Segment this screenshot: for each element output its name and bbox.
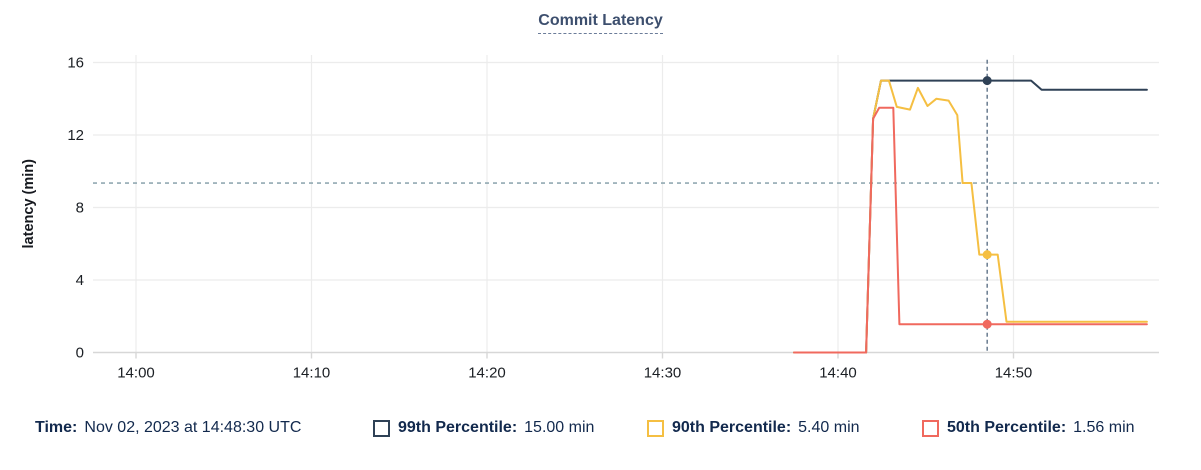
p99-label: 99th Percentile: xyxy=(398,419,518,436)
y-tick-label-16: 16 xyxy=(67,55,84,72)
legend-item-p99[interactable]: 99th Percentile: 15.00 min xyxy=(373,419,594,437)
x-tick-label-14:10: 14:10 xyxy=(293,365,331,382)
x-tick-label-14:40: 14:40 xyxy=(819,365,857,382)
marker-dot-99th-percentile[interactable] xyxy=(982,76,992,86)
marker-dot-50th-percentile[interactable] xyxy=(982,319,992,329)
p50-value: 1.56 min xyxy=(1073,419,1135,436)
p50-swatch-icon xyxy=(922,419,939,437)
series-line-50th-percentile[interactable] xyxy=(793,106,1148,354)
chart-legend: Time: Nov 02, 2023 at 14:48:30 UTC 99th … xyxy=(0,419,1201,445)
legend-time: Time: Nov 02, 2023 at 14:48:30 UTC xyxy=(35,419,301,437)
y-tick-label-12: 12 xyxy=(67,127,84,144)
x-tick-label-14:00: 14:00 xyxy=(117,365,155,382)
p90-label: 90th Percentile: xyxy=(672,419,792,436)
p90-value: 5.40 min xyxy=(798,419,860,436)
chart-title-row: Commit Latency xyxy=(0,12,1201,34)
y-axis-title: latency (min) xyxy=(21,159,37,249)
series-line-90th-percentile[interactable] xyxy=(793,79,1148,354)
y-tick-label-4: 4 xyxy=(76,272,84,289)
legend-time-value: Nov 02, 2023 at 14:48:30 UTC xyxy=(84,419,302,436)
legend-item-p50[interactable]: 50th Percentile: 1.56 min xyxy=(922,419,1135,437)
latency-chart[interactable]: 0 4 8 12 16 14:00 14:10 14:20 14:30 14:40 14:50 lat… xyxy=(0,38,1201,413)
marker-dot-90th-percentile[interactable] xyxy=(982,250,992,260)
axis-tick-labels: 0 4 8 12 16 14:00 14:10 14:20 14:30 14:40 14:50 lat… xyxy=(21,55,1032,382)
legend-item-p90[interactable]: 90th Percentile: 5.40 min xyxy=(647,419,860,437)
x-tick-label-14:50: 14:50 xyxy=(995,365,1033,382)
axis xyxy=(93,351,1159,359)
legend-time-label: Time: xyxy=(35,419,78,436)
series-line-99th-percentile[interactable] xyxy=(793,79,1148,354)
series-lines[interactable] xyxy=(793,79,1148,354)
cursor-markers[interactable] xyxy=(982,76,992,329)
y-tick-label-8: 8 xyxy=(76,200,84,217)
x-tick-label-14:20: 14:20 xyxy=(468,365,506,382)
p90-swatch-icon xyxy=(647,419,664,437)
p50-label: 50th Percentile: xyxy=(947,419,1067,436)
chart-title[interactable]: Commit Latency xyxy=(538,12,663,34)
p99-swatch-icon xyxy=(373,419,390,437)
x-tick-label-14:30: 14:30 xyxy=(644,365,682,382)
grid-lines xyxy=(93,55,1159,353)
y-tick-label-0: 0 xyxy=(76,345,84,362)
p99-value: 15.00 min xyxy=(524,419,595,436)
